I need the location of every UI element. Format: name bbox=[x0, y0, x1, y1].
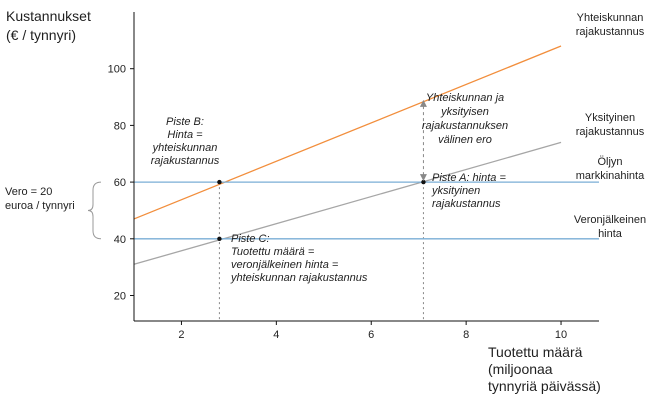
point-c-label-line: veronjälkeinen hinta = bbox=[231, 259, 339, 271]
point-a-label-line: rajakustannus bbox=[432, 198, 501, 210]
ticks: 20 40 60 80 100 2 4 6 8 10 bbox=[108, 64, 568, 341]
guide-lines bbox=[218, 182, 424, 321]
point-c-label: Piste C: Tuotettu määrä = veronjälkeinen h… bbox=[230, 233, 368, 284]
y-axis-title-line: Kustannukset bbox=[6, 8, 91, 24]
y-tick-label: 100 bbox=[108, 64, 126, 76]
x-tick-label: 6 bbox=[368, 329, 374, 341]
x-tick-label: 2 bbox=[178, 329, 184, 341]
after-tax-price-label: Veronjälkeinen hinta bbox=[574, 214, 646, 240]
gap-label-line: rajakustannuksen bbox=[422, 120, 508, 132]
point-c-label-line: Tuotettu määrä = bbox=[231, 246, 315, 258]
social-marginal-cost-line bbox=[133, 45, 562, 220]
y-tick-label: 40 bbox=[114, 234, 126, 246]
point-b-label-line: rajakustannus bbox=[151, 155, 220, 167]
tax-label-line: Vero = 20 bbox=[5, 186, 52, 198]
x-axis-title-line: Tuotettu määrä bbox=[488, 344, 583, 360]
point-b-label-line: Hinta = bbox=[167, 129, 203, 141]
point-a-label: Piste A: hinta = yksityinen rajakustannus bbox=[431, 172, 506, 210]
annotations: Piste B: Hinta = yhteiskunnan rajakustannus… bbox=[5, 92, 508, 284]
series-lines bbox=[133, 45, 599, 265]
x-tick-label: 4 bbox=[273, 329, 279, 341]
point-a-label-line: Piste A: hinta = bbox=[432, 172, 506, 184]
y-axis-title-line: (€ / tynnyri) bbox=[6, 27, 76, 43]
gap-arrow-head-down bbox=[419, 174, 427, 182]
private-marginal-cost-label: Yksityinen rajakustannus bbox=[576, 112, 645, 138]
social-marginal-cost-label: Yhteiskunnan rajakustannus bbox=[576, 12, 645, 38]
private-marginal-cost-label-line: rajakustannus bbox=[576, 126, 645, 138]
gap-label-line: yksityisen bbox=[440, 106, 489, 118]
axes bbox=[133, 12, 599, 322]
tax-label-line: euroa / tynnyri bbox=[5, 200, 75, 212]
point-b-label-line: yhteiskunnan bbox=[152, 142, 218, 154]
point-c-label-line: yhteiskunnan rajakustannus bbox=[230, 272, 368, 284]
point-b-label: Piste B: Hinta = yhteiskunnan rajakustannus bbox=[151, 116, 220, 167]
point-c-label-line: Piste C: bbox=[231, 233, 270, 245]
x-axis-title: Tuotettu määrä (miljoonaa tynnyriä päiväss… bbox=[488, 344, 601, 394]
point-a-label-line: yksityinen bbox=[431, 185, 480, 197]
point-a-marker bbox=[421, 179, 426, 185]
private-marginal-cost-label-line: Yksityinen bbox=[585, 112, 635, 124]
x-axis-title-line: (miljoonaa bbox=[488, 361, 553, 377]
gap-arrow-head-up bbox=[419, 99, 427, 107]
market-price-label: Öljyn markkinahinta bbox=[576, 156, 645, 182]
private-marginal-cost-line bbox=[133, 141, 562, 265]
after-tax-price-label-line: Veronjälkeinen bbox=[574, 214, 646, 226]
gap-label-line: välinen ero bbox=[438, 134, 492, 146]
point-b-marker bbox=[217, 179, 222, 185]
x-tick-label: 10 bbox=[555, 329, 567, 341]
point-b-label-line: Piste B: bbox=[166, 116, 204, 128]
market-price-label-line: markkinahinta bbox=[576, 170, 645, 182]
y-tick-label: 80 bbox=[114, 120, 126, 132]
x-tick-label: 8 bbox=[463, 329, 469, 341]
labels: Kustannukset (€ / tynnyri) Tuotettu määrä(… bbox=[6, 8, 646, 394]
after-tax-price-label-line: hinta bbox=[598, 228, 623, 240]
social-marginal-cost-label-line: Yhteiskunnan bbox=[577, 12, 644, 24]
point-c-marker bbox=[217, 236, 222, 241]
social-marginal-cost-label-line: rajakustannus bbox=[576, 26, 645, 38]
gap-label: Yhteiskunnan ja yksityisen rajakustannukse… bbox=[422, 92, 508, 146]
y-axis-title: Kustannukset (€ / tynnyri) bbox=[6, 8, 91, 43]
tax-brace bbox=[87, 181, 102, 240]
market-price-label-line: Öljyn bbox=[597, 156, 622, 168]
y-tick-label: 60 bbox=[114, 177, 126, 189]
y-tick-label: 20 bbox=[114, 290, 126, 302]
tax-label: Vero = 20 euroa / tynnyri bbox=[5, 186, 75, 212]
gap-label-line: Yhteiskunnan ja bbox=[426, 92, 504, 104]
x-axis-title-line: tynnyriä päivässä) bbox=[488, 378, 601, 394]
